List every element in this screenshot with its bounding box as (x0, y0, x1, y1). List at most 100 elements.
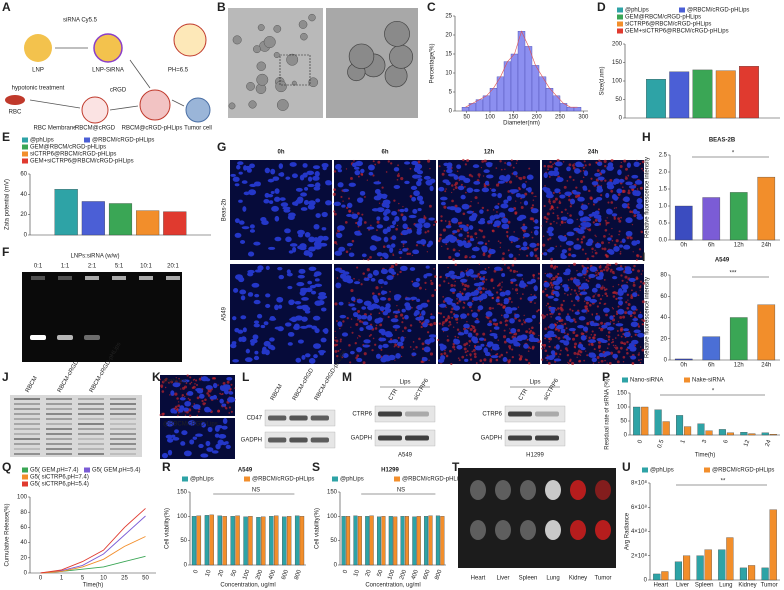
x-tick-label: 600 (281, 569, 290, 581)
nucleus (414, 174, 423, 179)
red-signal (424, 288, 427, 291)
nucleus (597, 176, 605, 181)
red-signal (447, 316, 451, 320)
red-signal (417, 160, 421, 164)
red-signal (593, 204, 595, 206)
red-signal (457, 336, 459, 339)
red-signal (514, 288, 519, 292)
y-axis-label: Cumulative Release(%) (5, 503, 11, 566)
red-signal (394, 314, 398, 319)
nucleus (526, 174, 534, 180)
annotation: NS (397, 488, 405, 494)
organ (595, 520, 611, 540)
red-signal (466, 234, 470, 238)
red-signal (352, 212, 354, 214)
red-signal (497, 202, 500, 205)
red-signal (627, 299, 629, 301)
nucleus (206, 447, 214, 452)
nucleus (548, 232, 554, 237)
bar (108, 203, 133, 236)
red-signal (452, 258, 455, 261)
vesicle (275, 80, 287, 93)
nucleus (383, 306, 389, 311)
nucleus (219, 398, 224, 404)
nucleus (635, 240, 641, 245)
nucleus (404, 314, 409, 320)
red-signal (484, 242, 488, 246)
red-signal (438, 165, 441, 168)
nucleus (312, 175, 320, 181)
nucleus (440, 201, 446, 206)
protein-band (46, 398, 72, 400)
protein-band (14, 403, 40, 405)
nucleus (446, 168, 453, 174)
nucleus (367, 315, 373, 322)
nucleus (284, 228, 291, 234)
red-signal (464, 351, 467, 354)
red-signal (501, 281, 503, 283)
red-signal (614, 262, 618, 266)
nucleus (294, 300, 302, 305)
red-signal (592, 221, 595, 224)
red-signal (575, 186, 578, 189)
histogram-bar (475, 99, 484, 112)
vesicle (257, 24, 265, 32)
bar (412, 516, 417, 566)
nucleus (578, 316, 586, 321)
bar (274, 515, 279, 566)
nucleus (348, 303, 355, 307)
protein-band (14, 398, 40, 400)
nucleus (235, 274, 244, 281)
red-signal (448, 220, 451, 223)
bar (416, 516, 421, 566)
nucleus (559, 194, 566, 199)
red-signal (438, 237, 442, 240)
red-signal (570, 277, 574, 281)
red-signal (527, 362, 531, 365)
red-signal (333, 240, 337, 245)
lane-label: RBCM-cRGD (292, 367, 316, 402)
red-signal (590, 343, 594, 347)
red-signal (508, 297, 512, 301)
nucleus (487, 342, 492, 348)
protein-band (78, 413, 104, 415)
y-tick-label: 200 (612, 42, 623, 48)
red-signal (603, 268, 606, 272)
y-tick-label: 8×10⁸ (631, 480, 648, 487)
red-signal (221, 393, 224, 395)
red-signal (620, 274, 623, 277)
nucleus (551, 170, 560, 177)
red-signal (374, 343, 377, 346)
red-signal (633, 214, 637, 218)
red-signal (495, 291, 499, 294)
red-signal (431, 294, 435, 298)
red-signal (480, 167, 483, 169)
y-tick-label: 50 (330, 538, 337, 544)
red-signal (340, 195, 343, 198)
red-signal (170, 380, 174, 384)
image-label: @RBCM/cRGD-Lips (163, 422, 218, 428)
nucleus (288, 250, 294, 254)
nucleus (391, 339, 399, 344)
vesicle (256, 73, 269, 86)
red-signal (396, 273, 399, 276)
nucleus (508, 339, 515, 344)
red-signal (441, 245, 443, 247)
nucleus (502, 357, 508, 363)
red-signal (357, 212, 360, 215)
red-signal (482, 332, 486, 336)
red-signal (216, 398, 219, 400)
nucleus (457, 241, 464, 247)
y-tick-label: 100 (177, 514, 188, 520)
red-signal (555, 275, 559, 279)
red-signal (419, 321, 422, 324)
protein-band (78, 398, 104, 400)
nucleus (549, 323, 556, 330)
gel-well (85, 276, 99, 280)
nucleus (289, 162, 297, 167)
red-signal (564, 292, 566, 295)
nucleus (591, 181, 599, 186)
protein-band (46, 423, 72, 425)
nucleus (547, 295, 554, 299)
nucleus (166, 420, 174, 427)
